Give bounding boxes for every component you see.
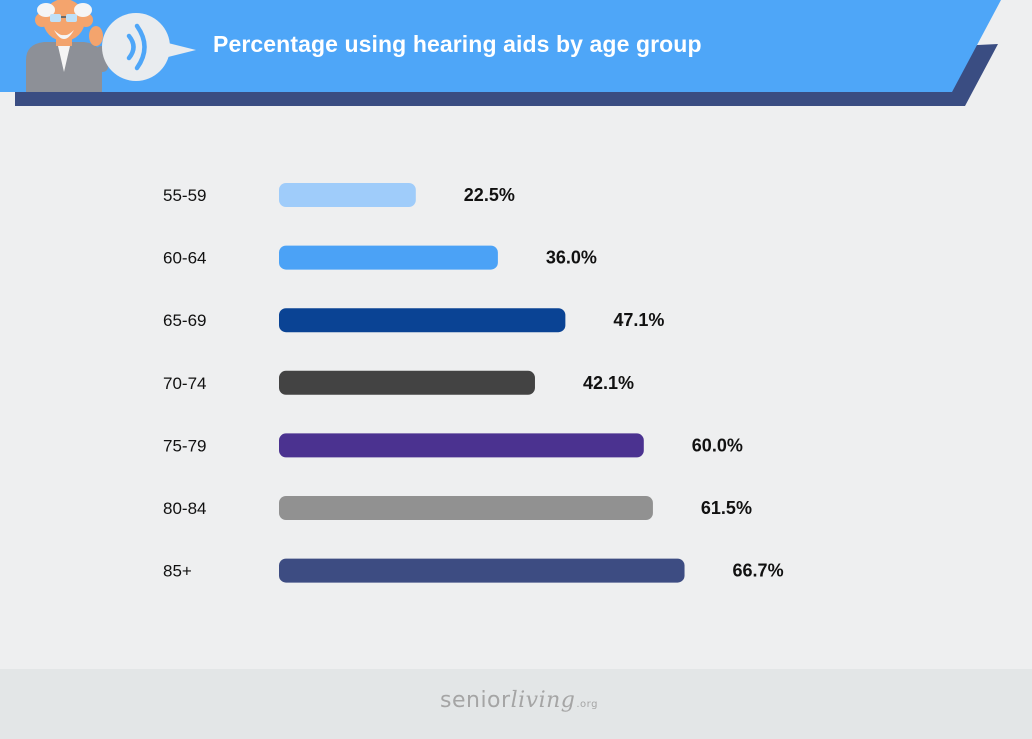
header-band [0,0,1001,92]
value-label: 61.5% [701,498,752,518]
category-label: 60-64 [163,249,206,268]
bar-60-64 [279,245,498,270]
category-label: 75-79 [163,436,206,455]
category-label: 65-69 [163,311,206,330]
sound-waves-icon [126,23,147,71]
bar-65-69 [279,308,566,333]
value-label: 60.0% [692,435,743,455]
value-label: 66.7% [733,561,784,581]
category-label: 85+ [163,562,192,581]
header-graphic [0,0,1001,106]
chart-title: Percentage using hearing aids by age gro… [213,31,702,57]
brand-org: .org [576,699,598,710]
brand-senior: senior [440,688,511,713]
bar-75-79 [279,433,644,458]
value-label: 42.1% [583,373,634,393]
category-label: 70-74 [163,374,206,393]
bar-chart: 55-59 22.5% 60-64 36.0% 65-69 47.1% 70-74 42.1%… [163,183,784,583]
speech-bubble-icon [102,13,196,81]
brand-living: living [510,688,576,713]
brand-logo: seniorliving.org [440,688,598,713]
value-label: 22.5% [464,185,515,205]
bar-55-59 [279,183,416,207]
senior-man-icon [26,0,108,92]
value-label: 36.0% [546,248,597,268]
bar-70-74 [279,370,535,395]
category-label: 80-84 [163,499,206,518]
bar-80-84 [279,496,653,520]
value-label: 47.1% [613,310,664,330]
header-banner: Percentage using hearing aids by age gro… [0,0,1032,110]
footer-bar [0,669,1032,739]
category-label: 55-59 [163,186,206,205]
bar-85+ [279,558,685,583]
